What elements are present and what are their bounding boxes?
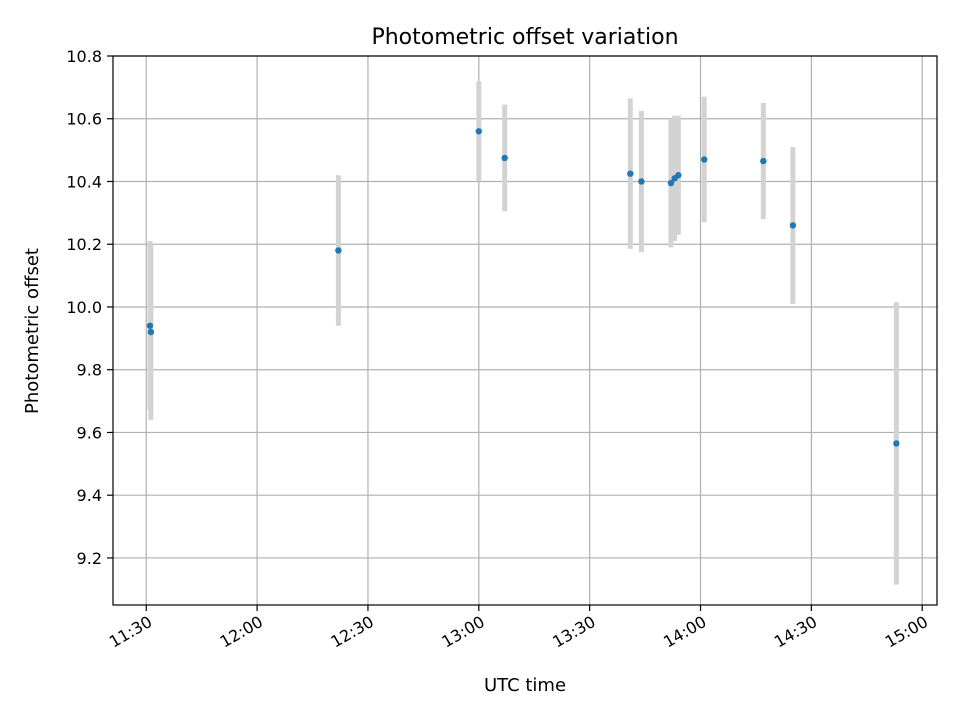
y-tick-label: 10.0 bbox=[66, 298, 102, 317]
y-tick-label: 9.2 bbox=[77, 549, 102, 568]
data-points bbox=[146, 128, 900, 447]
y-axis-ticks: 9.2 9.4 9.6 9.8 10.0 10.2 10.4 10.6 10.8 bbox=[66, 47, 113, 568]
data-point bbox=[335, 247, 342, 254]
y-tick-label: 10.6 bbox=[66, 110, 102, 129]
data-point bbox=[627, 170, 634, 177]
plot-frame bbox=[112, 55, 938, 606]
data-point bbox=[789, 222, 797, 229]
y-tick-label: 10.4 bbox=[66, 172, 102, 191]
data-point bbox=[675, 172, 682, 179]
chart-title: Photometric offset variation bbox=[371, 25, 678, 50]
data-point bbox=[760, 157, 767, 165]
data-point bbox=[147, 328, 155, 336]
data-point bbox=[667, 179, 675, 187]
x-axis-label: UTC time bbox=[484, 675, 566, 696]
data-point bbox=[146, 322, 154, 329]
grid bbox=[113, 55, 937, 605]
data-point bbox=[638, 178, 645, 185]
y-tick-label: 9.8 bbox=[77, 361, 102, 380]
data-point bbox=[475, 128, 483, 135]
y-tick-label: 9.4 bbox=[77, 486, 102, 505]
y-tick-label: 10.2 bbox=[66, 235, 102, 254]
y-tick-label: 9.6 bbox=[77, 423, 102, 442]
y-axis-label: Photometric offset bbox=[22, 248, 43, 414]
data-point bbox=[701, 156, 708, 163]
y-tick-label: 10.8 bbox=[66, 47, 102, 66]
data-point bbox=[893, 440, 900, 447]
data-point bbox=[501, 154, 508, 162]
